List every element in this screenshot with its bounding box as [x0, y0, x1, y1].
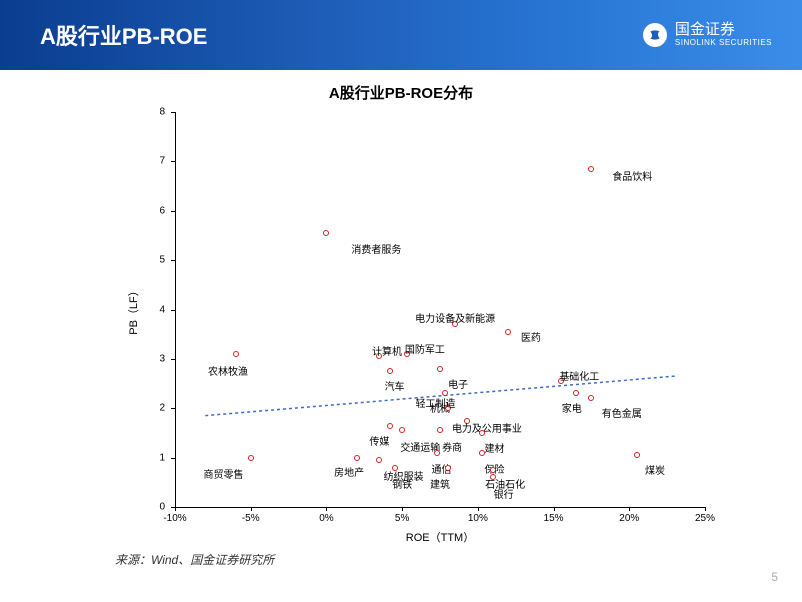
- scatter-point: [479, 430, 485, 436]
- y-tick: [171, 507, 175, 508]
- slide-title: A股行业PB-ROE: [40, 19, 207, 51]
- scatter-point-label: 煤炭: [645, 462, 665, 477]
- x-tick-label: -5%: [242, 513, 260, 524]
- y-tick-label: 3: [159, 353, 165, 364]
- y-tick: [171, 260, 175, 261]
- y-tick: [171, 211, 175, 212]
- brand-logo-icon: [643, 23, 667, 47]
- scatter-point: [505, 329, 511, 335]
- chart-title: A股行业PB-ROE分布: [0, 82, 802, 103]
- y-tick: [171, 359, 175, 360]
- scatter-point: [387, 423, 393, 429]
- x-tick: [478, 507, 479, 511]
- y-tick-label: 4: [159, 304, 165, 315]
- y-axis-label: PB（LF）: [125, 285, 141, 335]
- y-tick: [171, 112, 175, 113]
- x-tick-label: 25%: [695, 513, 715, 524]
- scatter-point-label: 钢铁: [392, 476, 412, 491]
- source-text: 来源：Wind、国金证券研究所: [115, 551, 274, 568]
- x-tick: [251, 507, 252, 511]
- scatter-point-label: 电子: [448, 376, 468, 391]
- x-tick: [175, 507, 176, 511]
- scatter-point-label: 电力设备及新能源: [415, 310, 495, 325]
- y-tick-label: 0: [159, 502, 165, 513]
- scatter-point: [233, 351, 239, 357]
- scatter-point: [376, 457, 382, 463]
- scatter-point-label: 医药: [521, 329, 541, 344]
- y-axis: [175, 112, 176, 507]
- chart-container: A股行业PB-ROE分布 -10%-5%0%5%10%15%20%25%0123…: [0, 70, 802, 570]
- x-axis: [175, 507, 705, 508]
- x-tick-label: 0%: [319, 513, 333, 524]
- scatter-point: [437, 427, 443, 433]
- scatter-point-label: 农林牧渔: [208, 363, 248, 378]
- scatter-point: [399, 427, 405, 433]
- x-tick: [326, 507, 327, 511]
- scatter-point: [354, 455, 360, 461]
- x-axis-label: ROE（TTM）: [406, 529, 474, 545]
- brand-block: 国金证券 SINOLINK SECURITIES: [643, 22, 772, 47]
- scatter-point: [437, 366, 443, 372]
- scatter-point-label: 券商: [442, 439, 462, 454]
- scatter-point-label: 计算机: [372, 343, 402, 358]
- brand-name-en: SINOLINK SECURITIES: [675, 39, 772, 48]
- scatter-point-label: 国防军工: [405, 341, 445, 356]
- scatter-plot: -10%-5%0%5%10%15%20%25%012345678ROE（TTM）…: [175, 112, 705, 507]
- scatter-point-label: 食品饮料: [612, 168, 652, 183]
- y-tick-label: 7: [159, 156, 165, 167]
- scatter-point-label: 传媒: [369, 433, 389, 448]
- brand-name-cn: 国金证券: [675, 22, 772, 39]
- x-tick: [629, 507, 630, 511]
- y-tick-label: 2: [159, 403, 165, 414]
- y-tick-label: 8: [159, 107, 165, 118]
- scatter-point: [392, 465, 398, 471]
- scatter-point: [588, 166, 594, 172]
- scatter-point-label: 银行: [494, 486, 514, 501]
- scatter-point-label: 建筑: [430, 476, 450, 491]
- scatter-point-label: 消费者服务: [351, 241, 401, 256]
- y-tick-label: 1: [159, 452, 165, 463]
- slide-header: A股行业PB-ROE 国金证券 SINOLINK SECURITIES: [0, 0, 802, 70]
- y-tick: [171, 310, 175, 311]
- scatter-point: [387, 368, 393, 374]
- scatter-point: [248, 455, 254, 461]
- scatter-point-label: 电力及公用事业: [452, 420, 522, 435]
- y-tick: [171, 458, 175, 459]
- scatter-point-label: 基础化工: [559, 368, 599, 383]
- scatter-point-label: 有色金属: [602, 405, 642, 420]
- scatter-point: [323, 230, 329, 236]
- x-tick-label: 5%: [395, 513, 409, 524]
- x-tick: [402, 507, 403, 511]
- y-tick: [171, 408, 175, 409]
- y-tick-label: 5: [159, 255, 165, 266]
- x-tick: [554, 507, 555, 511]
- scatter-point-label: 建材: [485, 440, 505, 455]
- page-number: 5: [771, 570, 778, 584]
- y-tick-label: 6: [159, 205, 165, 216]
- x-tick-label: 20%: [619, 513, 639, 524]
- scatter-point-label: 汽车: [385, 378, 405, 393]
- scatter-point: [588, 395, 594, 401]
- x-tick: [705, 507, 706, 511]
- scatter-point: [445, 465, 451, 471]
- x-tick-label: 15%: [544, 513, 564, 524]
- scatter-point-label: 家电: [562, 400, 582, 415]
- scatter-point: [434, 450, 440, 456]
- scatter-point-label: 轻工制造: [415, 395, 455, 410]
- x-tick-label: 10%: [468, 513, 488, 524]
- scatter-point-label: 房地产: [334, 464, 364, 479]
- y-tick: [171, 161, 175, 162]
- x-tick-label: -10%: [163, 513, 186, 524]
- scatter-point-label: 商贸零售: [203, 466, 243, 481]
- scatter-point: [634, 452, 640, 458]
- scatter-point: [479, 450, 485, 456]
- scatter-point: [490, 474, 496, 480]
- scatter-point: [573, 390, 579, 396]
- brand-text: 国金证券 SINOLINK SECURITIES: [675, 22, 772, 47]
- scatter-point: [490, 467, 496, 473]
